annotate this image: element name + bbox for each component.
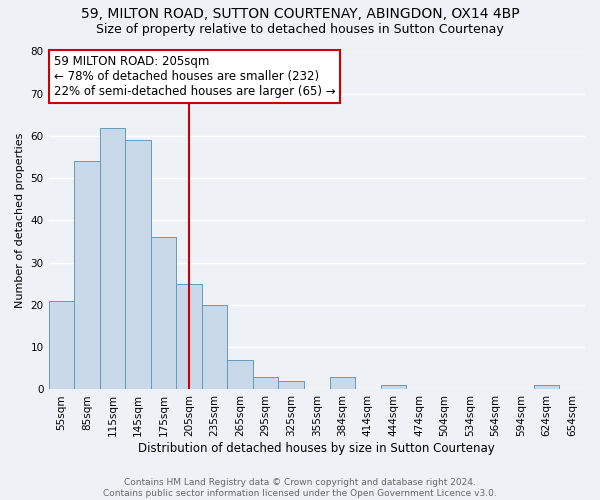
Bar bbox=[100, 128, 125, 390]
Text: 59, MILTON ROAD, SUTTON COURTENAY, ABINGDON, OX14 4BP: 59, MILTON ROAD, SUTTON COURTENAY, ABING… bbox=[80, 8, 520, 22]
Bar bbox=[176, 284, 202, 390]
Bar bbox=[202, 305, 227, 390]
Bar bbox=[278, 381, 304, 390]
Bar bbox=[74, 162, 100, 390]
Text: 59 MILTON ROAD: 205sqm
← 78% of detached houses are smaller (232)
22% of semi-de: 59 MILTON ROAD: 205sqm ← 78% of detached… bbox=[54, 55, 335, 98]
Bar bbox=[227, 360, 253, 390]
Bar bbox=[253, 377, 278, 390]
Text: Size of property relative to detached houses in Sutton Courtenay: Size of property relative to detached ho… bbox=[96, 22, 504, 36]
Bar bbox=[125, 140, 151, 390]
Bar bbox=[534, 385, 559, 390]
Text: Contains HM Land Registry data © Crown copyright and database right 2024.
Contai: Contains HM Land Registry data © Crown c… bbox=[103, 478, 497, 498]
Y-axis label: Number of detached properties: Number of detached properties bbox=[15, 133, 25, 308]
Bar bbox=[380, 385, 406, 390]
Bar bbox=[151, 238, 176, 390]
X-axis label: Distribution of detached houses by size in Sutton Courtenay: Distribution of detached houses by size … bbox=[139, 442, 495, 455]
Bar bbox=[329, 377, 355, 390]
Bar bbox=[49, 300, 74, 390]
